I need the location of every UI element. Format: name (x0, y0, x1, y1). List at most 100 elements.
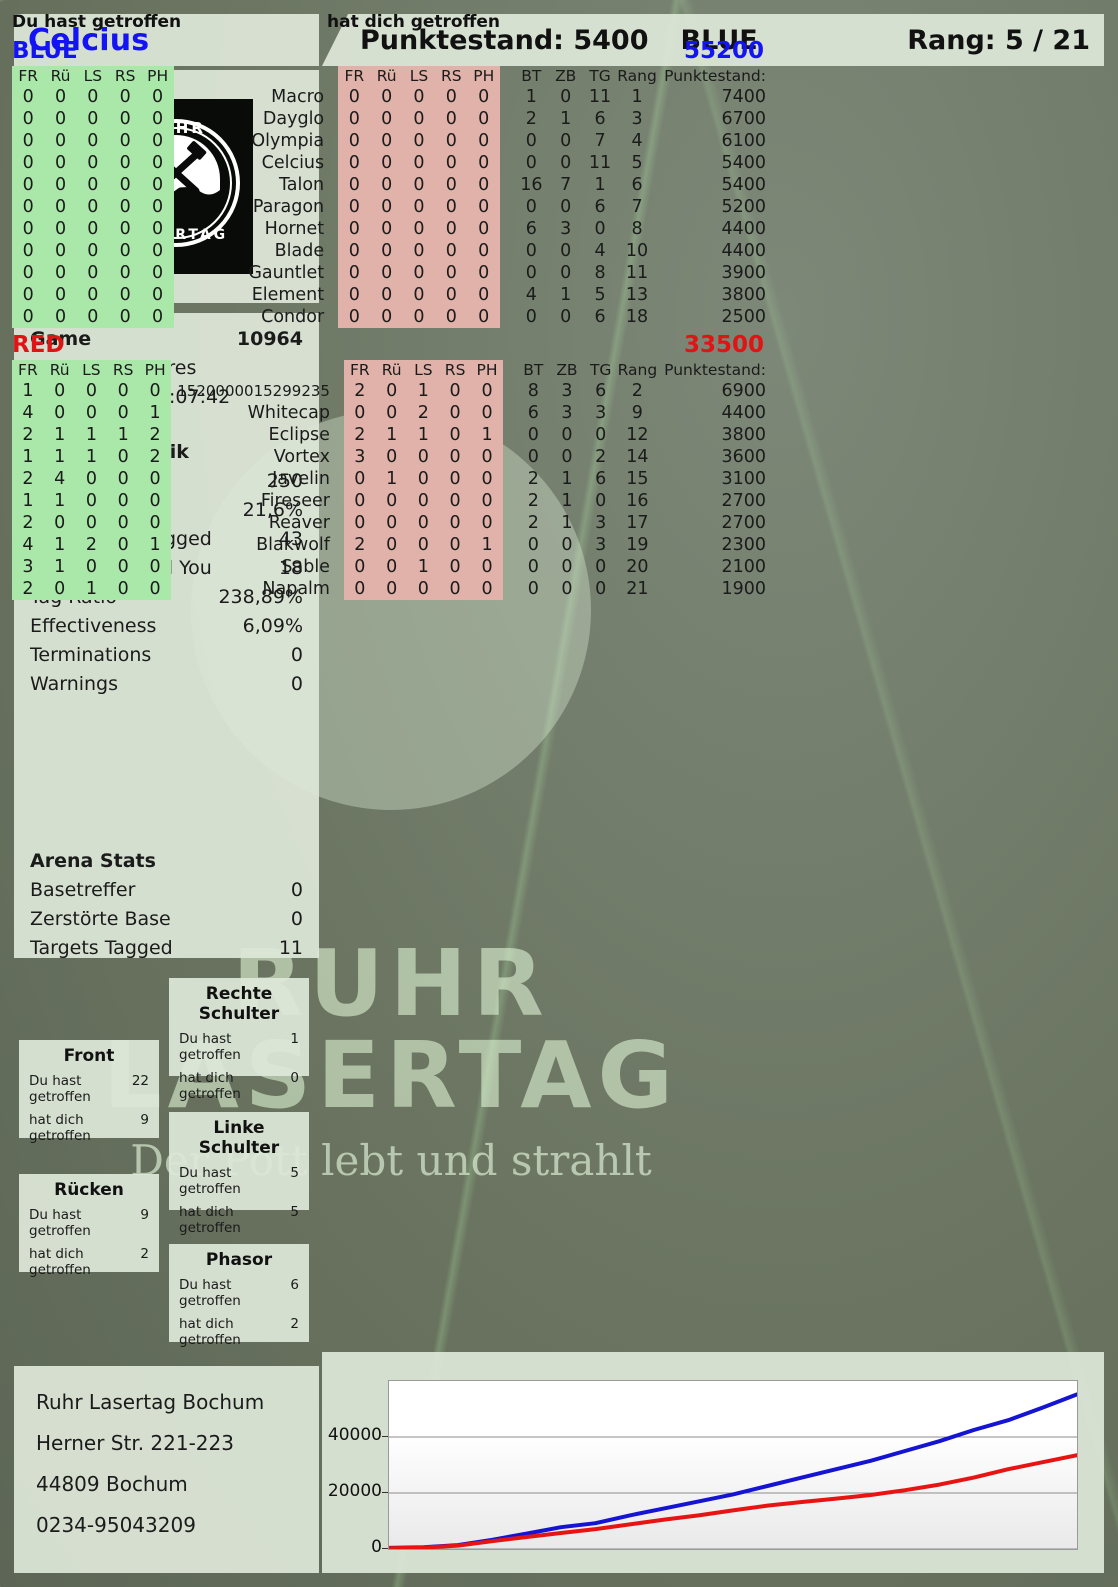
cell-player-name: Element (251, 285, 325, 305)
col-header-tg: TG (589, 361, 612, 379)
stat-row: Zerstörte Base 0 (30, 905, 303, 934)
table-row[interactable]: 0 0 0 0 0 Olympia 0 0 0 0 0 0 0 7 4 6100 (12, 130, 770, 152)
cell-you-hit: 1 (107, 424, 140, 446)
cell-hit-you: 0 (471, 468, 504, 490)
address-line: Herner Str. 221-223 (36, 1431, 234, 1455)
cell-hit-you: 0 (435, 86, 468, 108)
game-title: Game (30, 328, 92, 350)
cell-spacer (503, 556, 517, 578)
cell-hit-you: 0 (439, 446, 472, 468)
cell-player-name: Blakwolf (256, 535, 330, 555)
table-row[interactable]: 0 0 0 0 0 Blade 0 0 0 0 0 0 0 4 10 4400 (12, 240, 770, 262)
cell-player-name: Eclipse (268, 425, 330, 445)
cell-you-hit: 0 (75, 380, 108, 402)
table-row[interactable]: 0 0 0 0 0 Celcius 0 0 0 0 0 0 0 11 5 5400 (12, 152, 770, 174)
cell-hit-you: 0 (375, 512, 408, 534)
table-row[interactable]: 1 1 1 0 2 Vortex 3 0 0 0 0 0 0 2 14 3600 (12, 446, 770, 468)
table-row[interactable]: 4 0 0 0 1 Whitecap 0 0 2 0 0 6 3 3 9 4400 (12, 402, 770, 424)
col-header-zb: ZB (556, 361, 578, 379)
cell-hit-you: 0 (439, 468, 472, 490)
cell-bt: 0 (527, 447, 539, 467)
col-header-them: PH (471, 360, 504, 380)
cell-tg: 6 (594, 307, 606, 327)
bodypart-title: Rücken (54, 1180, 124, 1200)
cell-hit-you: 0 (338, 152, 371, 174)
table-row[interactable]: 0 0 0 0 0 Gauntlet 0 0 0 0 0 0 0 8 11 3900 (12, 262, 770, 284)
col-header-them: Rü (370, 66, 403, 86)
cell-hit-you: 0 (439, 490, 472, 512)
cell-you-hit: 0 (44, 152, 77, 174)
cell-score: 6700 (721, 109, 766, 129)
taken-value: 2 (140, 1246, 149, 1262)
table-row[interactable]: 2 0 1 0 0 Napalm 0 0 0 0 0 0 0 0 21 1900 (12, 578, 770, 600)
cell-spacer (500, 108, 514, 130)
cell-you-hit: 0 (12, 196, 45, 218)
stat-label: Targets Tagged (30, 937, 173, 959)
cell-zb: 0 (561, 557, 573, 577)
cell-spacer (500, 306, 514, 328)
cell-spacer (500, 196, 514, 218)
table-row[interactable]: 0 0 0 0 0 Element 0 0 0 0 0 4 1 5 13 3800 (12, 284, 770, 306)
stat-value: 250 (266, 470, 303, 492)
col-header-you: FR (12, 66, 45, 86)
cell-player-name: Vortex (273, 447, 330, 467)
cell-hit-you: 0 (343, 578, 376, 600)
table-row[interactable]: 0 0 0 0 0 Macro 0 0 0 0 0 1 0 11 1 7400 (12, 86, 770, 108)
cell-hit-you: 0 (370, 306, 403, 328)
cell-spacer (500, 152, 514, 174)
table-row[interactable]: 2 1 1 1 2 Eclipse 2 1 1 0 1 0 0 0 12 3800 (12, 424, 770, 446)
cell-score: 3900 (721, 263, 766, 283)
chart-plot-area (388, 1380, 1078, 1550)
stat-label: Zerstörte Base (30, 908, 171, 930)
table-row[interactable]: 0 0 0 0 0 Dayglo 0 0 0 0 0 2 1 6 3 6700 (12, 108, 770, 130)
taken-value: 9 (140, 1112, 149, 1128)
cell-tg: 3 (595, 513, 607, 533)
table-row[interactable]: 0 0 0 0 0 Condor 0 0 0 0 0 0 0 6 18 2500 (12, 306, 770, 328)
cell-you-hit: 0 (108, 240, 142, 262)
cell-spacer (503, 490, 517, 512)
col-header-them: LS (407, 360, 440, 380)
table-row[interactable]: 4 1 2 0 1 Blakwolf 2 0 0 0 1 0 0 3 19 2300 (12, 534, 770, 556)
cell-tg: 3 (595, 403, 607, 423)
cell-hit-you: 0 (439, 534, 472, 556)
cell-you-hit: 0 (107, 556, 140, 578)
cell-spacer (500, 130, 514, 152)
cell-bt: 0 (527, 535, 539, 555)
cell-you-hit: 0 (44, 218, 77, 240)
table-row[interactable]: 3 1 0 0 0 Sable 0 0 1 0 0 0 0 0 20 2100 (12, 556, 770, 578)
cell-you-hit: 0 (108, 130, 142, 152)
table-row[interactable]: 1 0 0 0 0 1520000015299235 2 0 1 0 0 8 3 6 2 6900 (12, 380, 770, 402)
cell-score: 2700 (721, 513, 766, 533)
table-row[interactable]: 0 0 0 0 0 Talon 0 0 0 0 0 16 7 1 6 5400 (12, 174, 770, 196)
stat-value: 238,89% (218, 586, 303, 608)
cell-you-hit: 0 (141, 86, 174, 108)
cell-you-hit: 0 (44, 130, 77, 152)
table-row[interactable]: 2 4 0 0 0 Javelin 0 1 0 0 0 2 1 6 15 3100 (12, 468, 770, 490)
cell-you-hit: 0 (12, 174, 45, 196)
table-row[interactable]: 0 0 0 0 0 Paragon 0 0 0 0 0 0 0 6 7 5200 (12, 196, 770, 218)
cell-bt: 2 (527, 513, 539, 533)
cell-you-hit: 0 (75, 556, 108, 578)
table-row[interactable]: 1 1 0 0 0 Fireseer 0 0 0 0 0 2 1 0 16 2700 (12, 490, 770, 512)
cell-you-hit: 1 (139, 402, 172, 424)
cell-hit-you: 0 (375, 402, 408, 424)
cell-zb: 0 (561, 535, 573, 555)
cell-spacer (503, 534, 517, 556)
cell-hit-you: 0 (471, 402, 504, 424)
bodypart-right-shoulder: Rechte Schulter Du hast getroffen 1 hat d… (169, 978, 309, 1102)
cell-score: 2100 (721, 557, 766, 577)
col-header-you: PH (139, 360, 172, 380)
taken-label: hat dich getroffen (179, 1316, 241, 1348)
cell-tg: 7 (594, 131, 606, 151)
col-header-you: PH (141, 66, 174, 86)
cell-you-hit: 4 (12, 534, 44, 556)
cell-spacer (503, 468, 517, 490)
cell-rang: 2 (631, 381, 643, 401)
bodypart-back: Rücken Du hast getroffen 9 hat dich getro… (19, 1174, 159, 1278)
cell-tg: 5 (594, 285, 606, 305)
cell-you-hit: 1 (43, 446, 76, 468)
table-row[interactable]: 0 0 0 0 0 Hornet 0 0 0 0 0 6 3 0 8 4400 (12, 218, 770, 240)
bodypart-front: Front Du hast getroffen 22 hat dich getro… (19, 1040, 159, 1144)
cell-bt: 0 (525, 131, 537, 151)
table-row[interactable]: 2 0 0 0 0 Reaver 0 0 0 0 0 2 1 3 17 2700 (12, 512, 770, 534)
